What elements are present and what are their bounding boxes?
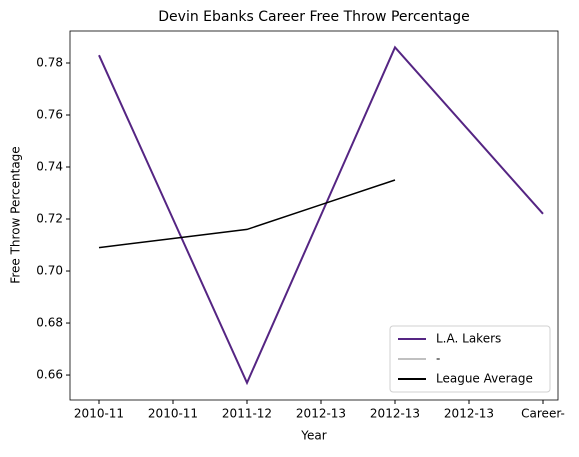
series-line <box>98 45 544 386</box>
x-tick-label: 2010-11 <box>74 407 124 421</box>
y-tick-label: 0.74 <box>36 160 63 174</box>
x-tick-label: 2010-11 <box>148 407 198 421</box>
y-tick-label: 0.76 <box>36 107 63 121</box>
y-axis-label: Free Throw Percentage <box>9 146 23 283</box>
legend-label: League Average <box>436 372 533 386</box>
x-tick-label: 2011-12 <box>222 407 272 421</box>
y-tick-label: 0.78 <box>36 55 63 69</box>
legend-label: L.A. Lakers <box>436 332 501 346</box>
series-line <box>98 179 396 249</box>
y-tick-label: 0.68 <box>36 316 63 330</box>
y-tick-label: 0.72 <box>36 212 63 226</box>
y-tick-label: 0.70 <box>36 264 63 278</box>
x-tick-label: 2012-13 <box>296 407 346 421</box>
plot-frame <box>69 30 559 401</box>
chart-title: Devin Ebanks Career Free Throw Percentag… <box>158 9 469 25</box>
x-tick-label: 2012-13 <box>444 407 494 421</box>
legend-box <box>389 325 551 393</box>
x-tick-label: Career- <box>521 407 565 421</box>
x-tick-label: 2012-13 <box>370 407 420 421</box>
x-axis-label: Year <box>300 429 326 443</box>
y-tick-label: 0.66 <box>36 368 63 382</box>
legend-label: - <box>436 352 440 366</box>
